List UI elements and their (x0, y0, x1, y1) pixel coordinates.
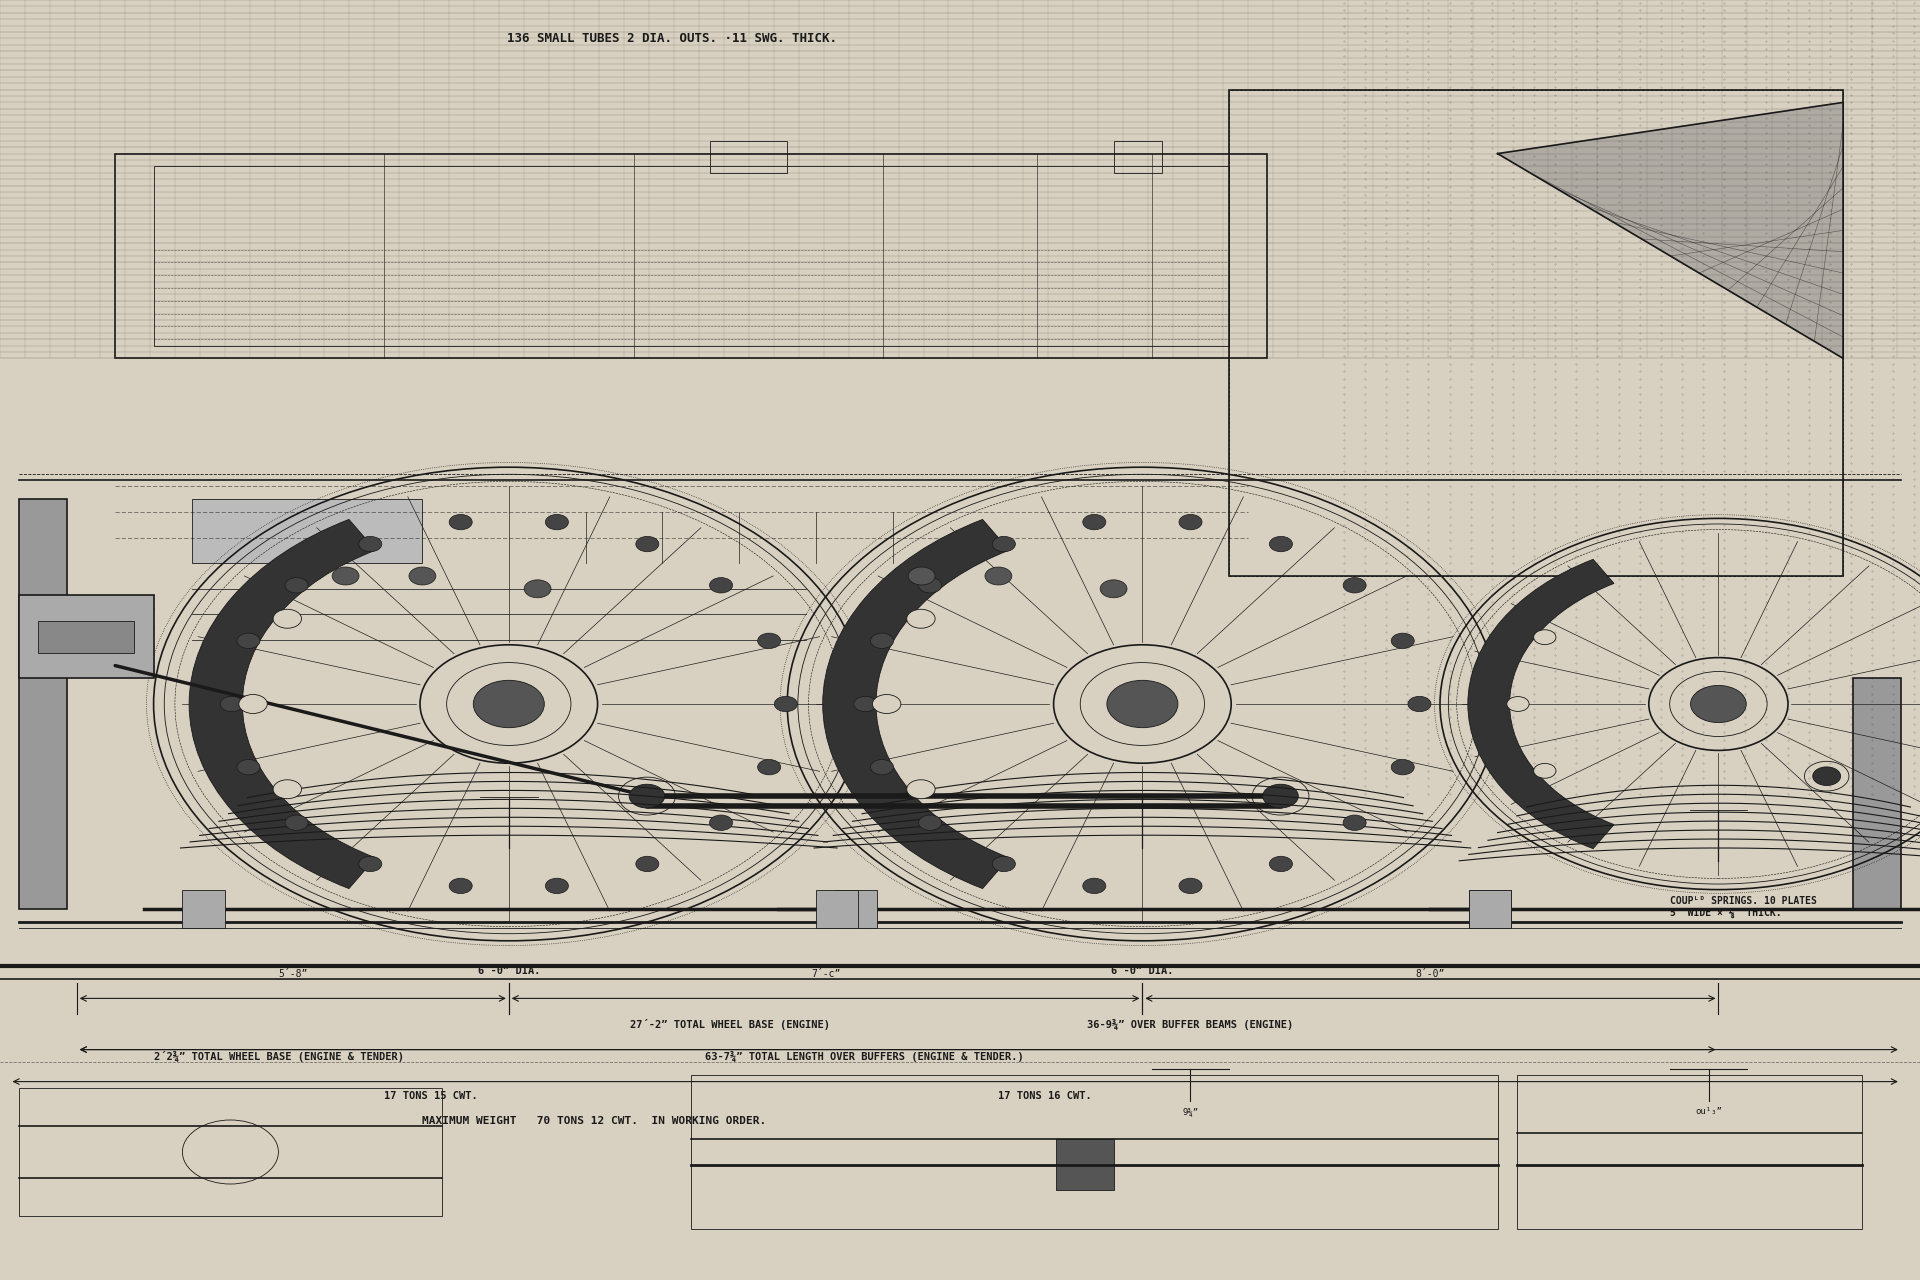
Bar (38, 621, 134, 653)
Circle shape (284, 577, 307, 593)
Bar (192, 499, 422, 563)
Text: 5´-8”: 5´-8” (278, 969, 307, 979)
Circle shape (1392, 759, 1415, 774)
Circle shape (1269, 856, 1292, 872)
Circle shape (1106, 681, 1177, 727)
Circle shape (524, 580, 551, 598)
Circle shape (630, 785, 664, 808)
Circle shape (359, 856, 382, 872)
Circle shape (636, 536, 659, 552)
Text: 2´2¾” TOTAL WHEEL BASE (ENGINE & TENDER): 2´2¾” TOTAL WHEEL BASE (ENGINE & TENDER) (154, 1051, 403, 1062)
Bar (1229, 90, 1843, 576)
Bar (1114, 141, 1162, 173)
Circle shape (993, 856, 1016, 872)
Circle shape (1344, 577, 1367, 593)
Circle shape (636, 856, 659, 872)
Text: 136 SMALL TUBES 2 DIA. OUTS. ·11 SWG. THICK.: 136 SMALL TUBES 2 DIA. OUTS. ·11 SWG. TH… (507, 32, 837, 45)
Circle shape (221, 696, 244, 712)
Circle shape (1083, 878, 1106, 893)
Bar (835, 890, 877, 928)
Circle shape (758, 759, 781, 774)
Text: MAXIMUM WEIGHT   70 TONS 12 CWT.  IN WORKING ORDER.: MAXIMUM WEIGHT 70 TONS 12 CWT. IN WORKIN… (422, 1116, 766, 1126)
Text: 17 TONS 16 CWT.: 17 TONS 16 CWT. (998, 1091, 1092, 1101)
Text: 8´-0”: 8´-0” (1415, 969, 1446, 979)
Bar (1229, 90, 1843, 576)
Bar (1853, 678, 1901, 909)
Circle shape (985, 567, 1012, 585)
Circle shape (238, 695, 267, 713)
Circle shape (1507, 696, 1528, 712)
Circle shape (710, 577, 733, 593)
Circle shape (472, 681, 545, 727)
Text: 9¾”: 9¾” (1183, 1107, 1198, 1116)
Circle shape (1812, 767, 1841, 786)
Circle shape (1692, 686, 1747, 722)
Wedge shape (188, 520, 376, 888)
Text: ou¹₃”: ou¹₃” (1695, 1107, 1722, 1116)
Circle shape (1179, 515, 1202, 530)
Circle shape (236, 634, 259, 649)
Circle shape (870, 634, 893, 649)
Bar (19, 499, 67, 909)
Bar (691, 1075, 1498, 1229)
Bar (154, 166, 1229, 346)
Text: 63-7¾” TOTAL LENGTH OVER BUFFERS (ENGINE & TENDER.): 63-7¾” TOTAL LENGTH OVER BUFFERS (ENGINE… (705, 1051, 1023, 1062)
Circle shape (273, 609, 301, 628)
Bar (115, 154, 1267, 358)
Circle shape (449, 515, 472, 530)
Circle shape (284, 815, 307, 831)
Circle shape (1263, 785, 1298, 808)
Text: 7´-c”: 7´-c” (810, 969, 841, 979)
Circle shape (993, 536, 1016, 552)
Bar (182, 890, 225, 928)
Circle shape (332, 567, 359, 585)
Polygon shape (1498, 102, 1843, 358)
Circle shape (273, 780, 301, 799)
Circle shape (1392, 634, 1415, 649)
Wedge shape (822, 520, 1010, 888)
Text: COUPᴸᴰ SPRINGS. 10 PLATES
5” WIDE × ⅛” THICK.: COUPᴸᴰ SPRINGS. 10 PLATES 5” WIDE × ⅛” T… (1670, 896, 1816, 918)
Circle shape (1269, 536, 1292, 552)
Circle shape (1100, 580, 1127, 598)
Text: 17 TONS 15 CWT.: 17 TONS 15 CWT. (384, 1091, 478, 1101)
Text: 6´-0” DIA.: 6´-0” DIA. (1112, 966, 1173, 977)
Bar (1469, 890, 1511, 928)
Circle shape (758, 634, 781, 649)
Circle shape (774, 696, 797, 712)
Circle shape (236, 759, 259, 774)
Text: 36-9¾” OVER BUFFER BEAMS (ENGINE): 36-9¾” OVER BUFFER BEAMS (ENGINE) (1087, 1019, 1294, 1030)
Circle shape (359, 536, 382, 552)
Bar (1517, 1075, 1862, 1229)
Wedge shape (1467, 559, 1615, 849)
Circle shape (1179, 878, 1202, 893)
Circle shape (710, 815, 733, 831)
Circle shape (1083, 515, 1106, 530)
Bar (816, 890, 858, 928)
Bar (19, 1088, 442, 1216)
Circle shape (854, 696, 877, 712)
Text: 6´-0” DIA.: 6´-0” DIA. (478, 966, 540, 977)
Circle shape (918, 815, 941, 831)
Text: 27´-2” TOTAL WHEEL BASE (ENGINE): 27´-2” TOTAL WHEEL BASE (ENGINE) (630, 1019, 829, 1030)
Circle shape (872, 695, 900, 713)
Circle shape (1407, 696, 1430, 712)
Bar (1469, 890, 1511, 928)
Circle shape (906, 780, 935, 799)
Circle shape (908, 567, 935, 585)
Circle shape (449, 878, 472, 893)
Circle shape (1344, 815, 1367, 831)
Circle shape (1534, 630, 1555, 645)
Bar (710, 141, 787, 173)
Circle shape (870, 759, 893, 774)
Circle shape (918, 577, 941, 593)
Circle shape (545, 878, 568, 893)
Bar (1056, 1139, 1114, 1190)
Circle shape (1534, 763, 1555, 778)
Bar (19, 595, 154, 678)
Circle shape (545, 515, 568, 530)
Circle shape (906, 609, 935, 628)
Circle shape (409, 567, 436, 585)
